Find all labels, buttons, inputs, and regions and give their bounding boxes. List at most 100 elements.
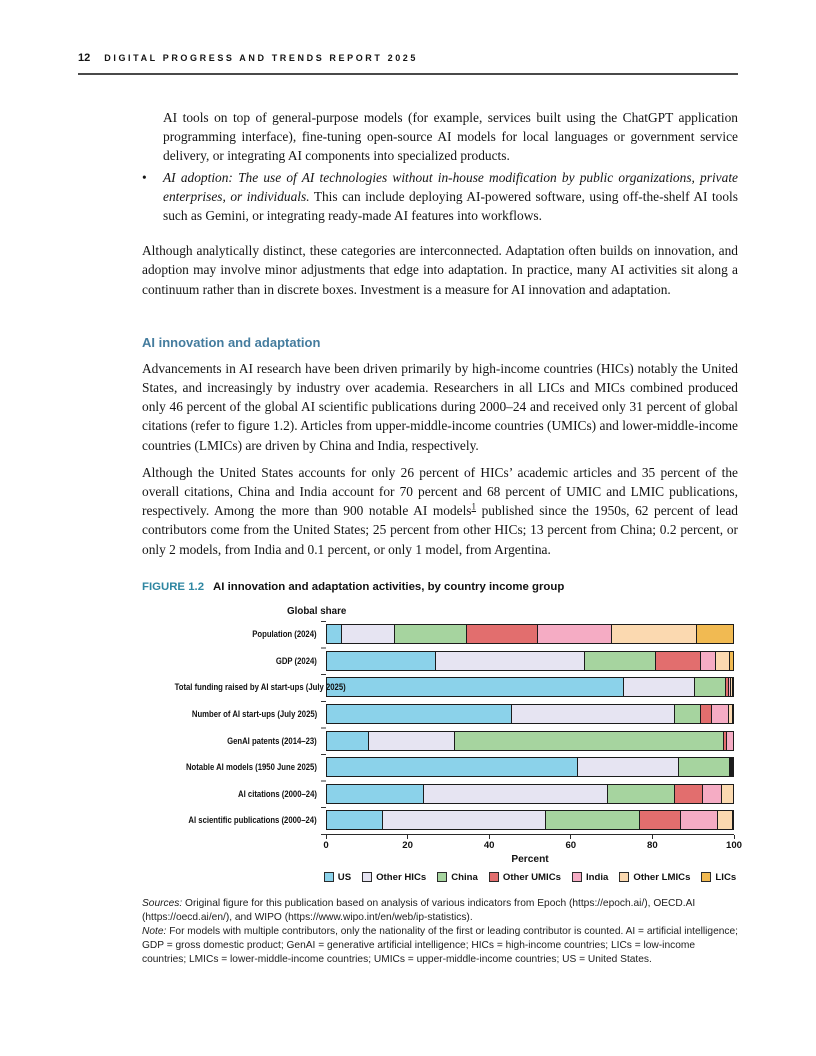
- stacked-bar: [326, 757, 734, 778]
- bar-segment-other-hics: [623, 677, 696, 698]
- bar-segment-other-umics: [640, 810, 681, 831]
- bullet-icon: •: [142, 169, 147, 185]
- bar-segment-india: [538, 624, 612, 645]
- legend-swatch-other-umics: [488, 872, 499, 883]
- stacked-bar: [326, 703, 734, 724]
- bar-segment-india: [712, 703, 729, 724]
- bar-segment-other-umics: [730, 757, 731, 778]
- chart-row-total-funding-raised-by-ai-start-ups-july-2025-: Total funding raised by AI start-ups (Ju…: [142, 674, 738, 701]
- stacked-bar: [326, 624, 734, 645]
- x-axis-label: Percent: [511, 853, 549, 865]
- page-number: 12: [78, 52, 91, 64]
- bar-segment-other-lmics: [728, 703, 733, 724]
- para4-text-after: published since the 1950s, 62 percent of…: [142, 503, 738, 557]
- stacked-bar: [326, 783, 734, 804]
- bar-segment-us: [326, 730, 369, 751]
- row-label: AI scientific publications (2000–24): [188, 815, 317, 826]
- paragraph-advancements: Advancements in AI research have been dr…: [142, 360, 738, 453]
- bar-segment-india: [731, 757, 732, 778]
- bar-segment-india: [701, 650, 716, 671]
- bar-segment-other-lmics: [717, 810, 733, 831]
- legend-item-lics: LICs: [701, 872, 736, 883]
- chart-top-label: Global share: [287, 605, 347, 617]
- bar-segment-other-hics: [342, 624, 396, 645]
- legend-item-other-lmics: Other LMICs: [619, 872, 690, 883]
- bar-segment-other-umics: [701, 703, 713, 724]
- bar-segment-other-umics: [674, 783, 704, 804]
- bar-segment-china: [607, 783, 675, 804]
- bar-segment-india: [729, 677, 732, 698]
- legend-swatch-lics: [701, 872, 712, 883]
- chart-row-number-of-ai-start-ups-july-2025-: Number of AI start-ups (July 2025): [142, 701, 738, 728]
- note-text: For models with multiple contributors, o…: [142, 925, 738, 965]
- bar-segment-other-hics: [436, 650, 586, 671]
- stacked-bar: [326, 677, 734, 698]
- bar-segment-us: [326, 650, 437, 671]
- legend-label: India: [585, 871, 609, 883]
- row-label: Notable AI models (1950 June 2025): [186, 762, 317, 773]
- page-content: AI tools on top of general-purpose model…: [142, 108, 742, 967]
- stacked-bar: [326, 810, 734, 831]
- bar-segment-china: [679, 757, 730, 778]
- bar-segment-lics: [733, 757, 734, 778]
- section-heading: AI innovation and adaptation: [142, 334, 321, 350]
- bar-segment-china: [695, 677, 726, 698]
- sources-label: Sources:: [142, 897, 183, 909]
- legend-label: China: [451, 871, 478, 883]
- bar-segment-other-hics: [511, 703, 675, 724]
- page-header: 12 DIGITAL PROGRESS AND TRENDS REPORT 20…: [78, 52, 738, 75]
- sources-line: Sources: Original figure for this public…: [142, 897, 738, 925]
- legend-item-china: China: [437, 872, 478, 883]
- legend-label: Other HICs: [376, 871, 427, 883]
- bar-segment-us: [326, 703, 512, 724]
- bar-segment-other-lmics: [611, 624, 698, 645]
- bar-segment-other-umics: [656, 650, 702, 671]
- y-axis-ticks: [321, 620, 326, 835]
- row-label: Total funding raised by AI start-ups (Ju…: [174, 682, 346, 693]
- row-label: GenAI patents (2014–23): [227, 735, 317, 746]
- chart-row-genai-patents-2014-23-: GenAI patents (2014–23): [142, 727, 738, 754]
- bar-segment-india: [703, 783, 722, 804]
- running-title: DIGITAL PROGRESS AND TRENDS REPORT 2025: [104, 53, 419, 63]
- chart-legend: US Other HICs China Other UMICs India Other L…: [296, 872, 764, 883]
- paragraph-us-accounts: Although the United States accounts for …: [142, 463, 738, 559]
- legend-item-other-umics: Other UMICs: [488, 871, 561, 883]
- legend-label: Other UMICs: [502, 871, 561, 883]
- chart-row-ai-scientific-publications-2000-24-: AI scientific publications (2000–24): [142, 807, 738, 834]
- bar-segment-other-lmics: [732, 757, 733, 778]
- legend-label: US: [337, 871, 352, 883]
- bar-segment-china: [454, 730, 724, 751]
- bar-segment-lics: [732, 677, 734, 698]
- figure-label: FIGURE 1.2: [142, 580, 205, 593]
- bar-segment-other-hics: [577, 757, 680, 778]
- chart-row-gdp-2024-: GDP (2024): [142, 647, 738, 674]
- stacked-bar: [326, 730, 734, 751]
- bullet-rest: This can include deploying AI-powered so…: [163, 188, 738, 224]
- bar-segment-other-lmics: [721, 783, 734, 804]
- figure-1-2: FIGURE 1.2 AI innovation and adaptation …: [142, 580, 742, 967]
- legend-swatch-china: [437, 872, 448, 883]
- note-line: Note: For models with multiple contribut…: [142, 925, 738, 967]
- bar-segment-us: [326, 810, 384, 831]
- footnote-1-link[interactable]: 1: [471, 501, 477, 512]
- legend-swatch-us: [323, 872, 334, 883]
- para4-text: Although the United States accounts for …: [142, 464, 738, 519]
- bar-segment-other-hics: [368, 730, 455, 751]
- bar-segment-other-lmics: [715, 650, 730, 671]
- chart-row-population-2024-: Population (2024): [142, 621, 738, 648]
- bar-segment-other-lmics: [731, 677, 733, 698]
- chart-rows: Population (2024) GDP (2024) Total funding…: [142, 620, 738, 835]
- bar-segment-lics: [697, 624, 734, 645]
- bar-segment-other-umics: [723, 730, 728, 751]
- bar-segment-us: [326, 783, 424, 804]
- x-axis: 0 20 40 60 80 100: [323, 833, 742, 854]
- bar-segment-other-umics: [466, 624, 539, 645]
- row-label: Population (2024): [252, 629, 317, 640]
- legend-item-other-hics: Other HICs: [362, 872, 426, 883]
- legend-label: LICs: [715, 871, 737, 883]
- bullet-lead-italic: AI adoption: The use of AI technologies …: [163, 169, 738, 204]
- legend-swatch-india: [571, 872, 582, 883]
- legend-item-us: US: [323, 871, 352, 883]
- bar-segment-us: [326, 624, 343, 645]
